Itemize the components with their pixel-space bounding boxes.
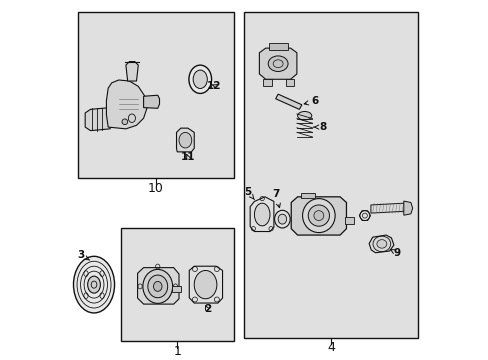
- Polygon shape: [189, 266, 222, 303]
- Ellipse shape: [307, 205, 329, 226]
- Ellipse shape: [147, 275, 167, 298]
- Text: 11: 11: [180, 152, 195, 162]
- Ellipse shape: [313, 211, 323, 221]
- Ellipse shape: [274, 210, 289, 228]
- Ellipse shape: [142, 269, 172, 303]
- Ellipse shape: [194, 270, 217, 299]
- Ellipse shape: [278, 214, 286, 224]
- Ellipse shape: [153, 282, 162, 291]
- Ellipse shape: [359, 211, 369, 221]
- Ellipse shape: [122, 119, 127, 125]
- Ellipse shape: [302, 199, 334, 233]
- Polygon shape: [250, 197, 273, 231]
- Bar: [121, 228, 233, 341]
- Polygon shape: [259, 48, 296, 79]
- Text: 5: 5: [244, 187, 254, 200]
- Text: 10: 10: [148, 182, 163, 195]
- Text: 3: 3: [77, 250, 90, 260]
- Bar: [301, 193, 315, 198]
- Ellipse shape: [254, 203, 269, 226]
- Ellipse shape: [73, 256, 114, 313]
- Text: 2: 2: [203, 305, 210, 314]
- Polygon shape: [275, 94, 301, 109]
- Polygon shape: [368, 235, 393, 253]
- Ellipse shape: [376, 240, 386, 248]
- Bar: [263, 78, 271, 86]
- Bar: [268, 43, 287, 50]
- Polygon shape: [143, 95, 159, 108]
- Bar: [244, 12, 417, 338]
- Ellipse shape: [297, 112, 311, 120]
- Text: 4: 4: [326, 341, 334, 354]
- Bar: [78, 12, 233, 179]
- Polygon shape: [176, 128, 194, 152]
- Ellipse shape: [87, 276, 100, 293]
- Polygon shape: [85, 108, 111, 131]
- Text: 1: 1: [173, 345, 181, 358]
- Polygon shape: [125, 62, 138, 81]
- Polygon shape: [370, 203, 405, 213]
- Bar: [172, 286, 181, 292]
- Ellipse shape: [188, 65, 211, 94]
- Text: 6: 6: [304, 96, 318, 106]
- Ellipse shape: [268, 56, 287, 72]
- Polygon shape: [403, 201, 412, 215]
- Text: 9: 9: [389, 248, 400, 258]
- Bar: [285, 78, 294, 86]
- Polygon shape: [106, 80, 147, 129]
- Text: 8: 8: [313, 122, 326, 132]
- Text: 12: 12: [207, 81, 221, 91]
- Ellipse shape: [193, 70, 207, 89]
- Text: 7: 7: [271, 189, 280, 208]
- Ellipse shape: [179, 132, 191, 148]
- Polygon shape: [291, 197, 346, 235]
- Bar: [345, 217, 353, 224]
- Polygon shape: [137, 267, 179, 304]
